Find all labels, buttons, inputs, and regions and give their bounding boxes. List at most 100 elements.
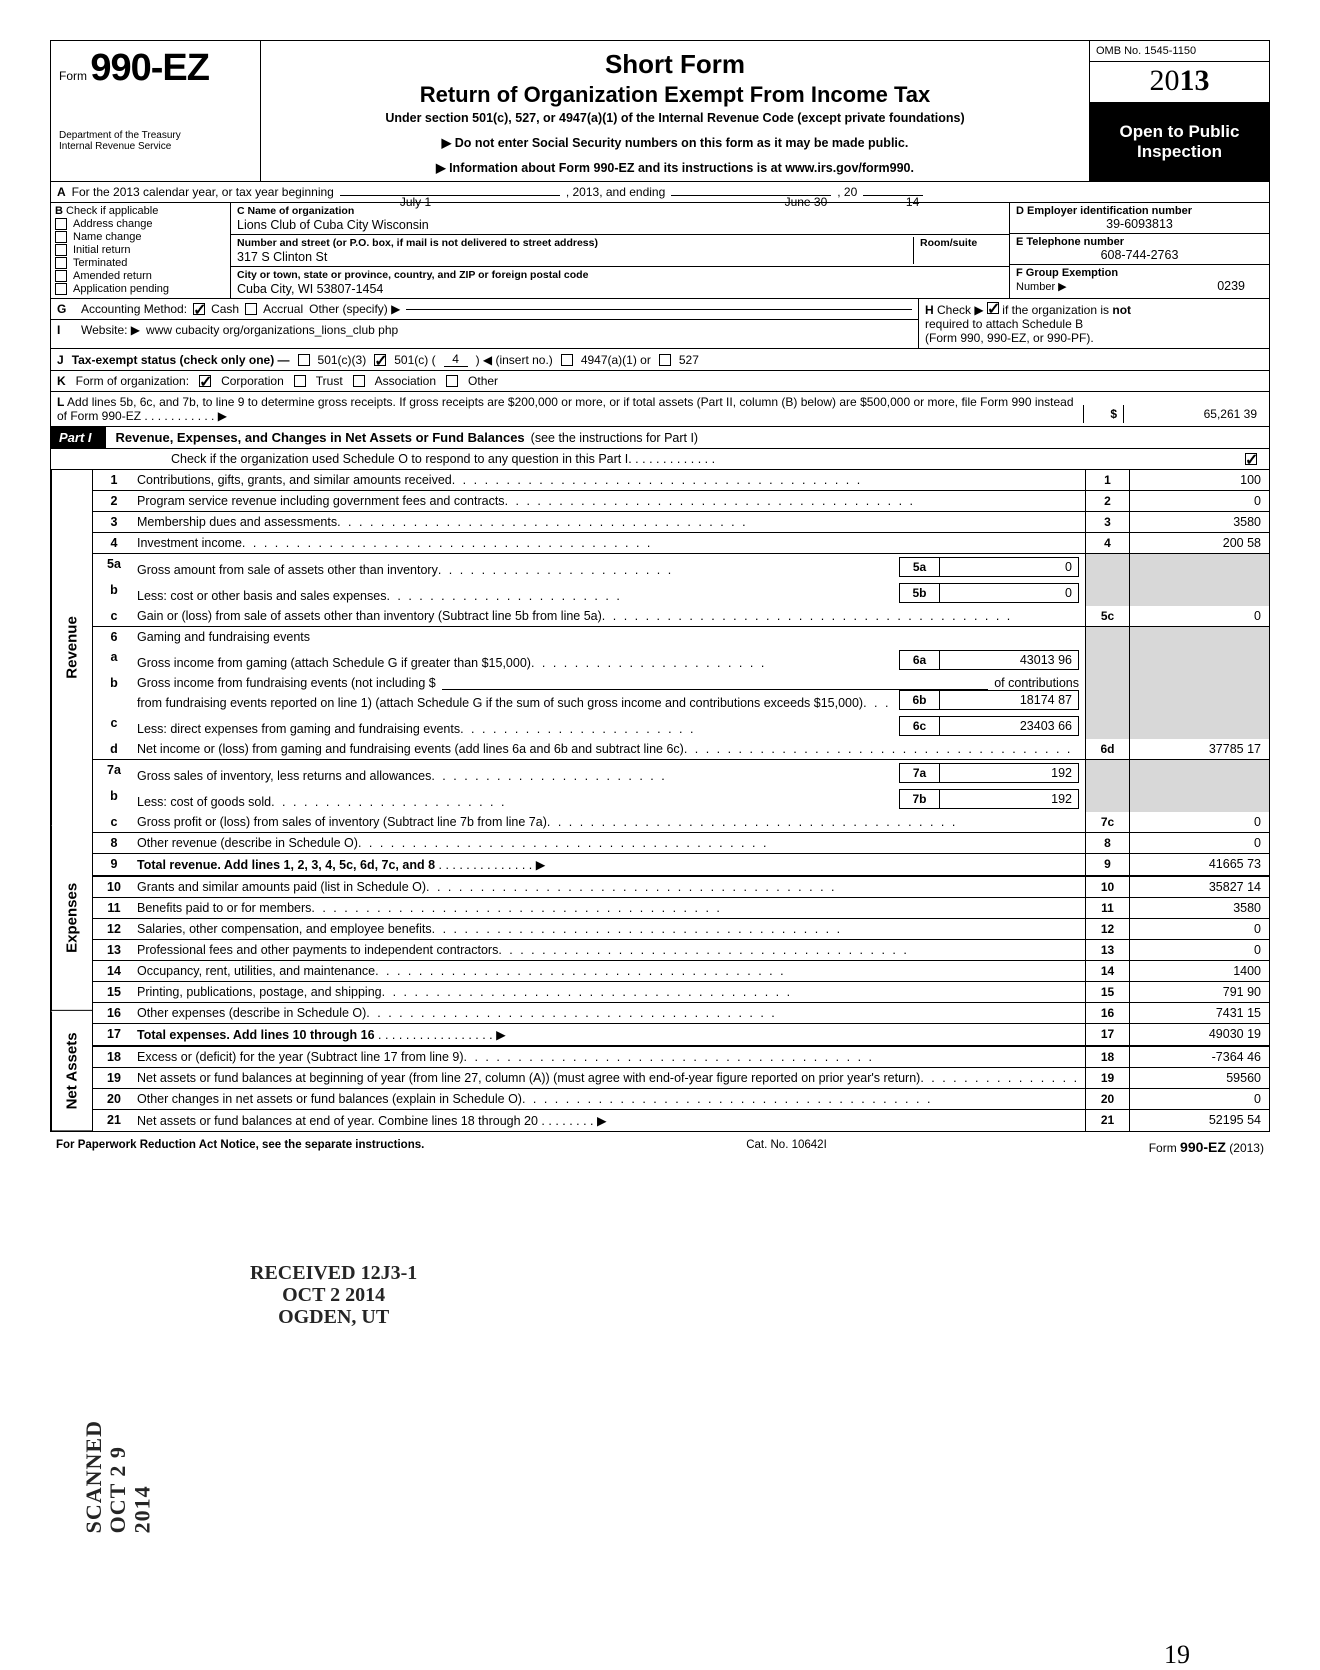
h-block: H Check ▶ if the organization is not req… [919, 299, 1269, 348]
note-ssn: ▶ Do not enter Social Security numbers o… [271, 135, 1079, 150]
chk-app-pending[interactable] [55, 283, 67, 295]
f-lbl: F Group Exemption [1016, 267, 1263, 279]
l7a-desc: Gross sales of inventory, less returns a… [135, 760, 1085, 786]
c-addr-lbl: Number and street (or P.O. box, if mail … [237, 237, 913, 249]
l6c-amtshade [1129, 713, 1269, 739]
l5c-num: c [93, 606, 135, 627]
l15-amt: 791 90 [1129, 982, 1269, 1003]
l5b-amt: 0 [939, 583, 1079, 603]
form-footer: For Paperwork Reduction Act Notice, see … [50, 1135, 1270, 1155]
side-netassets: Net Assets [51, 1011, 92, 1131]
chk-sched-o[interactable] [1245, 453, 1257, 465]
j-527: 527 [679, 353, 699, 367]
chk-terminated[interactable] [55, 257, 67, 269]
l8-desc: Other revenue (describe in Schedule O) [135, 833, 1085, 854]
l10-num: 10 [93, 877, 135, 898]
j-c: 501(c) ( [394, 353, 435, 367]
chk-other[interactable] [446, 375, 458, 387]
b-opt-1: Name change [73, 231, 142, 243]
chk-name-change[interactable] [55, 231, 67, 243]
footer-form: Form 990-EZ (2013) [1149, 1139, 1264, 1155]
l6d-desc: Net income or (loss) from gaming and fun… [135, 739, 1085, 760]
b-label: Check if applicable [66, 205, 158, 217]
l3-num: 3 [93, 512, 135, 533]
l7c-amt: 0 [1129, 812, 1269, 833]
l16-desc: Other expenses (describe in Schedule O) [135, 1003, 1085, 1024]
l15-num: 15 [93, 982, 135, 1003]
k-trust: Trust [316, 374, 343, 388]
l6-amtshade [1129, 627, 1269, 647]
b-opt-0: Address change [73, 218, 153, 230]
chk-sched-b[interactable] [987, 302, 999, 314]
l12-box: 12 [1085, 919, 1129, 940]
l6c-mid: 6c [899, 716, 939, 736]
chk-corp[interactable] [199, 375, 211, 387]
l19-num: 19 [93, 1068, 135, 1089]
chk-4947[interactable] [561, 354, 573, 366]
l17-box: 17 [1085, 1024, 1129, 1046]
l12-desc: Salaries, other compensation, and employ… [135, 919, 1085, 940]
chk-initial-return[interactable] [55, 244, 67, 256]
b-opt-2: Initial return [73, 244, 130, 256]
a-text: For the 2013 calendar year, or tax year … [72, 185, 334, 199]
scanned-stamp: SCANNED OCT 2 9 2014 [82, 1420, 155, 1533]
l5a-desc: Gross amount from sale of assets other t… [135, 554, 1085, 580]
part1-title: Revenue, Expenses, and Changes in Net As… [116, 430, 525, 445]
g-lbl: Accounting Method: [81, 302, 187, 316]
l5c-box: 5c [1085, 606, 1129, 627]
l4-desc: Investment income [135, 533, 1085, 554]
chk-cash[interactable] [193, 303, 205, 315]
j-lbl: Tax-exempt status (check only one) — [72, 353, 290, 367]
l6d-amt: 37785 17 [1129, 739, 1269, 760]
h-t3: required to attach Schedule B [925, 317, 1083, 331]
l5a-boxshade [1085, 554, 1129, 580]
chk-501c3[interactable] [298, 354, 310, 366]
chk-501c[interactable] [374, 354, 386, 366]
l17-amt: 49030 19 [1129, 1024, 1269, 1046]
g-other: Other (specify) ▶ [309, 302, 400, 316]
l16-amt: 7431 15 [1129, 1003, 1269, 1024]
l20-num: 20 [93, 1089, 135, 1110]
chk-address-change[interactable] [55, 218, 67, 230]
l6b-d1: Gross income from fundraising events (no… [137, 676, 436, 690]
l2-num: 2 [93, 491, 135, 512]
telephone: 608-744-2763 [1016, 248, 1263, 262]
l6a-desc: Gross income from gaming (attach Schedul… [135, 647, 1085, 673]
i-lbl: Website: ▶ [81, 323, 140, 337]
l10-desc: Grants and similar amounts paid (list in… [135, 877, 1085, 898]
year-prefix: 20 [1150, 64, 1180, 97]
l16-num: 16 [93, 1003, 135, 1024]
open-line1: Open to Public [1090, 122, 1269, 142]
l10-amt: 35827 14 [1129, 877, 1269, 898]
l6c-amt: 23403 66 [939, 716, 1079, 736]
l21-num: 21 [93, 1110, 135, 1131]
chk-assoc[interactable] [353, 375, 365, 387]
form-number: Form 990-EZ [59, 47, 252, 90]
tax-year: 2013 [1090, 62, 1269, 103]
l14-desc: Occupancy, rent, utilities, and maintena… [135, 961, 1085, 982]
page-number-handwritten: 19 [1164, 1640, 1190, 1670]
l6b-amtshade [1129, 673, 1269, 713]
l1-amt: 100 [1129, 470, 1269, 491]
header-mid: Short Form Return of Organization Exempt… [261, 41, 1089, 181]
l7a-num: 7a [93, 760, 135, 786]
l7a-mid: 7a [899, 763, 939, 783]
l5c-amt: 0 [1129, 606, 1269, 627]
l5b-boxshade [1085, 580, 1129, 606]
chk-amended[interactable] [55, 270, 67, 282]
l8-num: 8 [93, 833, 135, 854]
chk-trust[interactable] [294, 375, 306, 387]
l19-amt: 59560 [1129, 1068, 1269, 1089]
l11-num: 11 [93, 898, 135, 919]
g-accrual: Accrual [263, 302, 303, 316]
l2-amt: 0 [1129, 491, 1269, 512]
row-k: K Form of organization: Corporation Trus… [51, 371, 1269, 392]
l16-box: 16 [1085, 1003, 1129, 1024]
l17-num: 17 [93, 1024, 135, 1046]
l2-desc: Program service revenue including govern… [135, 491, 1085, 512]
chk-527[interactable] [659, 354, 671, 366]
chk-accrual[interactable] [245, 303, 257, 315]
part1-sub: (see the instructions for Part I) [531, 431, 698, 445]
l3-desc: Membership dues and assessments [135, 512, 1085, 533]
dept-line2: Internal Revenue Service [59, 141, 252, 152]
